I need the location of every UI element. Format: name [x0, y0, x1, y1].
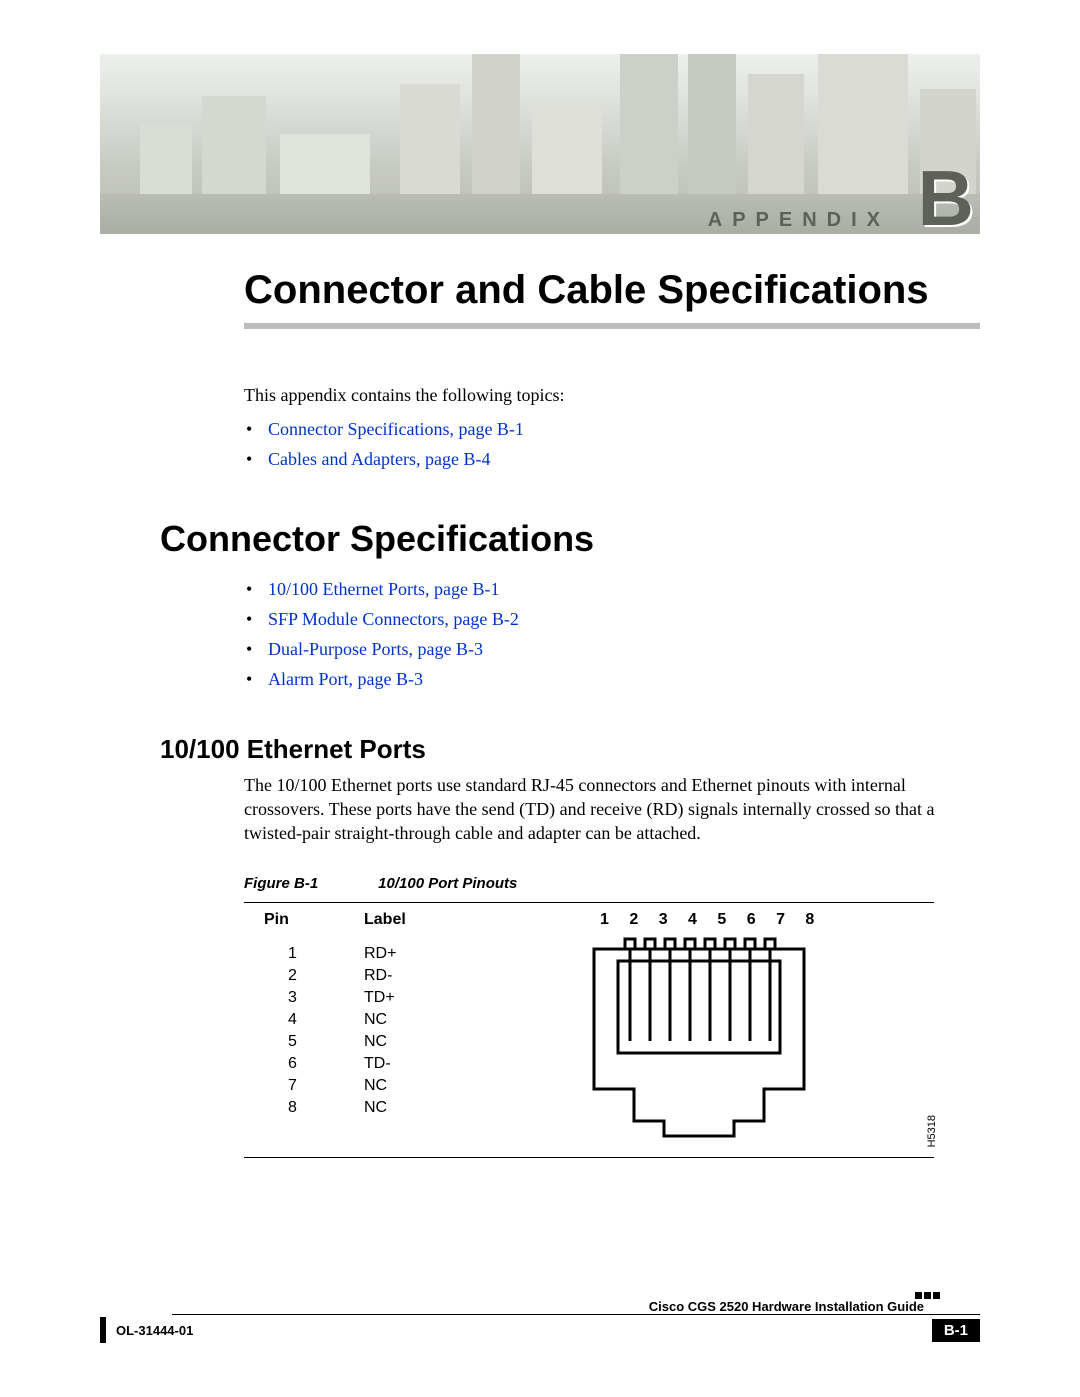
cell-label: RD+ — [364, 945, 396, 963]
appendix-label: APPENDIX — [708, 209, 890, 232]
cell-pin: 3 — [288, 989, 364, 1007]
figure-id: Figure B-1 — [244, 875, 374, 892]
pin-numbers-header: 1 2 3 4 5 6 7 8 — [600, 911, 934, 929]
section-heading-ethernet: 10/100 Ethernet Ports — [160, 734, 980, 765]
cell-pin: 2 — [288, 967, 364, 985]
cell-pin: 8 — [288, 1099, 364, 1117]
pin-table: Pin Label 1RD+ 2RD- 3TD+ 4NC 5NC 6TD- 7N… — [244, 903, 544, 1135]
banner-building — [400, 84, 460, 204]
figure-art-number: H5318 — [926, 1115, 938, 1147]
connector-link[interactable]: Alarm Port, page B-3 — [268, 669, 423, 689]
col-header-label: Label — [364, 911, 406, 929]
footer-square-icon — [915, 1292, 940, 1299]
ethernet-body-text: The 10/100 Ethernet ports use standard R… — [244, 773, 980, 845]
cell-label: NC — [364, 1033, 387, 1051]
footer-rule — [172, 1314, 980, 1315]
banner-building — [818, 54, 908, 204]
figure-title: 10/100 Port Pinouts — [378, 875, 517, 892]
topic-link[interactable]: Connector Specifications, page B-1 — [268, 419, 524, 439]
connector-link[interactable]: SFP Module Connectors, page B-2 — [268, 609, 519, 629]
banner-building — [688, 54, 736, 204]
banner-building — [202, 96, 266, 204]
table-row: 1RD+ — [244, 943, 544, 965]
cell-label: NC — [364, 1011, 387, 1029]
section-heading-connector: Connector Specifications — [160, 518, 980, 560]
banner-building — [748, 74, 804, 204]
footer-guide-title: Cisco CGS 2520 Hardware Installation Gui… — [100, 1299, 980, 1314]
figure-caption: Figure B-1 10/100 Port Pinouts — [244, 875, 980, 892]
appendix-letter: B — [918, 153, 974, 234]
cell-pin: 5 — [288, 1033, 364, 1051]
pinout-figure: Pin Label 1RD+ 2RD- 3TD+ 4NC 5NC 6TD- 7N… — [244, 902, 934, 1158]
table-row: 4NC — [244, 1009, 544, 1031]
title-rule — [244, 323, 980, 329]
banner-building — [140, 124, 192, 204]
footer-page-number: B-1 — [932, 1319, 980, 1342]
cell-label: NC — [364, 1099, 387, 1117]
topic-link[interactable]: Cables and Adapters, page B-4 — [268, 449, 490, 469]
header-banner: APPENDIX B — [100, 54, 980, 234]
banner-building — [532, 104, 602, 204]
connector-link[interactable]: 10/100 Ethernet Ports, page B-1 — [268, 579, 499, 599]
table-row: 7NC — [244, 1075, 544, 1097]
footer-doc-number: OL-31444-01 — [106, 1323, 193, 1338]
banner-building — [472, 54, 520, 204]
topic-link-list: Connector Specifications, page B-1 Cable… — [268, 414, 980, 474]
table-row: 2RD- — [244, 965, 544, 987]
table-row: 8NC — [244, 1097, 544, 1119]
cell-pin: 1 — [288, 945, 364, 963]
cell-label: TD+ — [364, 989, 395, 1007]
table-row: 6TD- — [244, 1053, 544, 1075]
chapter-title: Connector and Cable Specifications — [244, 268, 980, 313]
cell-label: NC — [364, 1077, 387, 1095]
cell-pin: 7 — [288, 1077, 364, 1095]
table-row: 5NC — [244, 1031, 544, 1053]
intro-text: This appendix contains the following top… — [244, 385, 980, 406]
page-footer: Cisco CGS 2520 Hardware Installation Gui… — [100, 1299, 980, 1343]
cell-pin: 4 — [288, 1011, 364, 1029]
banner-building — [620, 54, 678, 204]
cell-label: RD- — [364, 967, 392, 985]
col-header-pin: Pin — [264, 911, 364, 929]
cell-label: TD- — [364, 1055, 391, 1073]
connector-link-list: 10/100 Ethernet Ports, page B-1 SFP Modu… — [268, 574, 980, 694]
table-row: 3TD+ — [244, 987, 544, 1009]
rj45-connector-icon — [584, 931, 814, 1141]
connector-diagram-area: 1 2 3 4 5 6 7 8 — [544, 903, 934, 1157]
connector-link[interactable]: Dual-Purpose Ports, page B-3 — [268, 639, 483, 659]
cell-pin: 6 — [288, 1055, 364, 1073]
